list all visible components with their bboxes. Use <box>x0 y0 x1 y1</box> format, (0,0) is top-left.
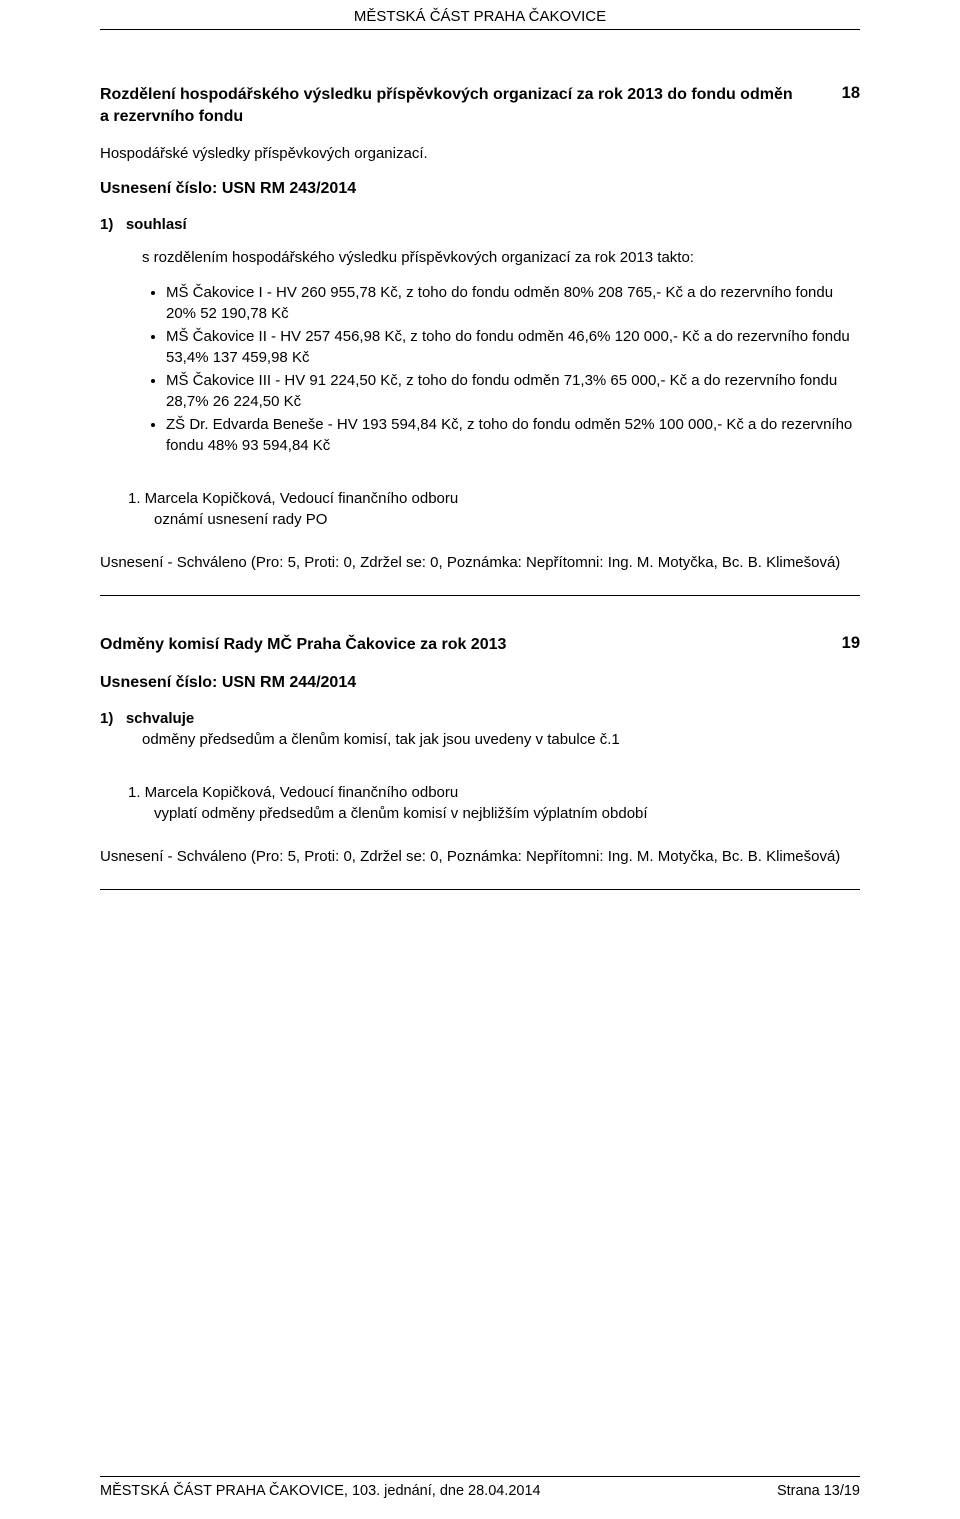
footer-page-number: 13/19 <box>824 1483 860 1499</box>
page-footer: MĚSTSKÁ ČÁST PRAHA ČAKOVICE, 103. jednán… <box>100 1476 860 1499</box>
footer-left: MĚSTSKÁ ČÁST PRAHA ČAKOVICE, 103. jednán… <box>100 1483 541 1499</box>
section-2-task-person: 1. Marcela Kopičková, Vedoucí finančního… <box>128 784 458 801</box>
section-2-item-1-label: 1) schvaluje <box>100 710 194 727</box>
section-2-item-1: 1) schvaluje <box>100 710 860 727</box>
section-2-vote: Usnesení - Schváleno (Pro: 5, Proti: 0, … <box>100 846 860 867</box>
separator <box>100 595 860 596</box>
section-1-task-action: oznámí usnesení rady PO <box>154 509 860 530</box>
footer-right: Strana 13/19 <box>777 1483 860 1499</box>
section-1-subtitle: Hospodářské výsledky příspěvkových organ… <box>100 145 860 162</box>
bullet-item: MŠ Čakovice II - HV 257 456,98 Kč, z toh… <box>166 326 860 368</box>
section-1-indent: s rozdělením hospodářského výsledku přís… <box>142 247 860 268</box>
bullet-item: ZŠ Dr. Edvarda Beneše - HV 193 594,84 Kč… <box>166 414 860 456</box>
section-2-task: 1. Marcela Kopičková, Vedoucí finančního… <box>128 782 860 824</box>
section-1-resolution: Usnesení číslo: USN RM 243/2014 <box>100 180 860 198</box>
footer-right-label: Strana <box>777 1483 824 1499</box>
section-2-resolution: Usnesení číslo: USN RM 244/2014 <box>100 674 860 692</box>
section-1-task: 1. Marcela Kopičková, Vedoucí finančního… <box>128 488 860 530</box>
section-1-vote: Usnesení - Schváleno (Pro: 5, Proti: 0, … <box>100 552 860 573</box>
section-1-task-person: 1. Marcela Kopičková, Vedoucí finančního… <box>128 490 458 507</box>
bullet-item: MŠ Čakovice I - HV 260 955,78 Kč, z toho… <box>166 282 860 324</box>
page: MĚSTSKÁ ČÁST PRAHA ČAKOVICE Rozdělení ho… <box>0 0 960 1519</box>
page-header: MĚSTSKÁ ČÁST PRAHA ČAKOVICE <box>100 0 860 30</box>
section-2-number: 19 <box>822 634 860 653</box>
section-2-title: Odměny komisí Rady MČ Praha Čakovice za … <box>100 634 506 656</box>
section-2-title-row: Odměny komisí Rady MČ Praha Čakovice za … <box>100 634 860 656</box>
section-1-item-1: 1) souhlasí <box>100 216 860 233</box>
section-1-item-1-label: 1) souhlasí <box>100 216 187 233</box>
section-1-title-row: Rozdělení hospodářského výsledku příspěv… <box>100 84 860 127</box>
section-1-bullets: MŠ Čakovice I - HV 260 955,78 Kč, z toho… <box>142 282 860 456</box>
section-1-number: 18 <box>822 84 860 103</box>
section-2-task-action: vyplatí odměny předsedům a členům komisí… <box>154 803 860 824</box>
section-2-item-1-body: odměny předsedům a členům komisí, tak ja… <box>142 729 860 750</box>
section-1-title: Rozdělení hospodářského výsledku příspěv… <box>100 84 800 127</box>
separator <box>100 889 860 890</box>
bullet-item: MŠ Čakovice III - HV 91 224,50 Kč, z toh… <box>166 370 860 412</box>
